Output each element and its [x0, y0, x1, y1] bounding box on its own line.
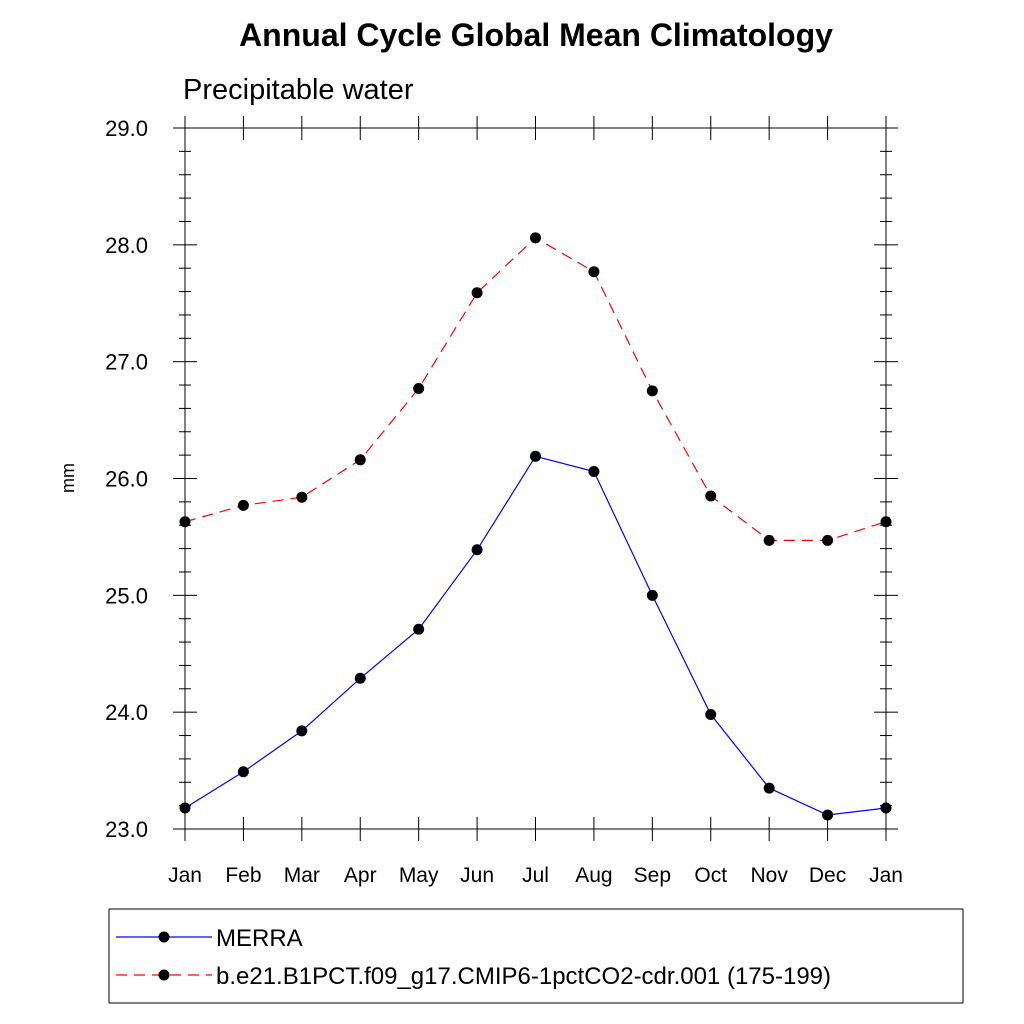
y-axis-label: mm	[58, 463, 78, 493]
data-point	[413, 623, 425, 635]
x-tick-label: Sep	[634, 864, 671, 887]
data-point	[588, 266, 600, 278]
x-tick-label: Aug	[575, 864, 612, 887]
legend-label: b.e21.B1PCT.f09_g17.CMIP6-1pctCO2-cdr.00…	[216, 963, 831, 990]
y-tick-label: 27.0	[105, 350, 148, 375]
legend: MERRA b.e21.B1PCT.f09_g17.CMIP6-1pctCO2-c…	[116, 925, 831, 990]
data-point	[179, 516, 191, 528]
series-line	[184, 237, 887, 542]
x-tick-label: May	[399, 864, 439, 887]
legend-marker	[158, 969, 170, 981]
y-axis: 23.0 24.0 25.0 26.0 27.0 28.0 29.0	[105, 116, 898, 842]
legend-box	[108, 908, 964, 1004]
data-point	[646, 589, 658, 601]
chart-subtitle: Precipitable water	[183, 74, 414, 106]
x-tick-label: Nov	[750, 864, 788, 887]
data-point	[822, 809, 834, 821]
x-tick-label: Jun	[460, 864, 494, 887]
y-tick-label: 28.0	[105, 233, 148, 258]
x-tick-label: Dec	[809, 864, 846, 887]
data-point	[763, 782, 775, 794]
x-tick-label: Jan	[869, 864, 903, 887]
series-merra	[179, 450, 892, 821]
y-tick-label: 24.0	[105, 700, 148, 725]
data-point	[354, 672, 366, 684]
legend-label: MERRA	[216, 925, 303, 952]
data-point	[354, 454, 366, 466]
x-tick-label: Jan	[168, 864, 202, 887]
x-tick-label: Feb	[225, 864, 261, 887]
data-point	[296, 725, 308, 737]
data-point	[237, 766, 249, 778]
data-point	[705, 490, 717, 502]
x-axis: Jan Feb Mar Apr May Jun Jul Aug Sep Oct Nov Dec Jan	[168, 116, 903, 887]
x-tick-label: Apr	[344, 864, 377, 887]
data-point	[237, 499, 249, 511]
x-tick-label: Jul	[522, 864, 549, 887]
data-point	[179, 802, 191, 814]
x-tick-label: Mar	[284, 864, 320, 887]
data-point	[822, 534, 834, 546]
data-point	[530, 450, 541, 462]
data-point	[588, 465, 600, 477]
series-cesm	[179, 232, 892, 546]
chart-title: Annual Cycle Global Mean Climatology	[239, 17, 833, 53]
data-point	[763, 534, 775, 546]
data-point	[471, 544, 483, 556]
data-point	[880, 516, 892, 528]
data-point	[646, 385, 658, 397]
y-tick-label: 29.0	[105, 116, 148, 141]
data-point	[530, 232, 541, 244]
data-point	[471, 287, 483, 299]
data-point	[296, 491, 308, 503]
data-point	[413, 383, 425, 395]
data-point	[880, 802, 892, 814]
data-point	[705, 709, 717, 721]
plot-area	[179, 232, 892, 821]
y-tick-label: 26.0	[105, 467, 148, 492]
series-line	[184, 455, 887, 816]
y-tick-label: 23.0	[105, 817, 148, 842]
x-tick-label: Oct	[694, 864, 727, 887]
y-tick-label: 25.0	[105, 583, 148, 608]
legend-marker	[158, 931, 170, 943]
